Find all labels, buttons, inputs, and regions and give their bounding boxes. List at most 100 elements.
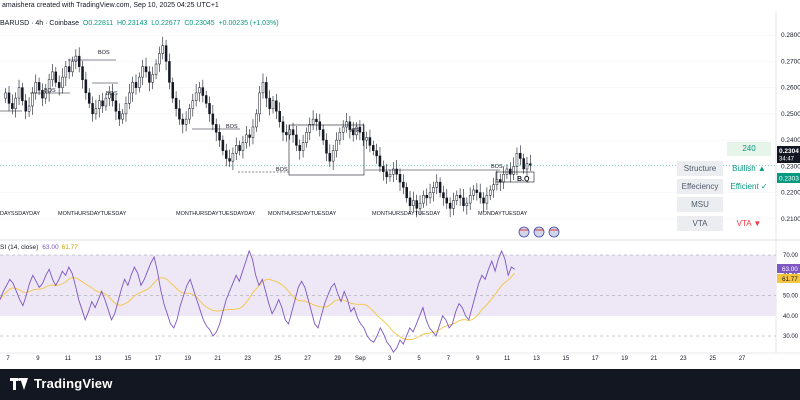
vta-label[interactable]: VTA <box>677 216 723 231</box>
candle-up <box>258 92 261 115</box>
rsi-tick-label: 40.00 <box>783 314 799 320</box>
candle-up <box>151 74 154 83</box>
candle-down <box>405 187 408 199</box>
rsi-label-text: SI (14, close) <box>0 244 38 251</box>
candle-down <box>315 118 318 122</box>
candle-down <box>268 97 271 109</box>
brand-name: TradingView <box>34 376 113 391</box>
candle-down <box>295 134 298 146</box>
bq-label: B.Q <box>517 176 530 183</box>
candle-up <box>108 92 111 99</box>
day-label-3: MONTHURSDAYTUESDAYDAY <box>176 211 255 217</box>
bos-label-3: BOS <box>106 91 118 97</box>
candle-down <box>291 129 295 136</box>
structure-label[interactable]: Structure <box>677 161 723 176</box>
time-tick-label: 7 <box>447 356 451 362</box>
candle-down <box>224 150 228 159</box>
candle-down <box>358 126 362 133</box>
price-chart[interactable]: BOS BOS BOS BOS BOS BOS VTR B.Q DAYSSDAY… <box>0 0 800 369</box>
candle-up <box>31 92 34 107</box>
symbol-label[interactable]: BARUSD · 4h · Coinbase <box>0 20 79 27</box>
candle-up <box>418 202 422 209</box>
candle-down <box>398 174 402 183</box>
candle-down <box>442 192 445 199</box>
time-tick-label: 3 <box>388 356 392 362</box>
time-tick-label: 15 <box>124 356 131 362</box>
candle-down <box>325 139 328 154</box>
candle-up <box>131 82 134 94</box>
rsi-badge-2-text: 61.77 <box>782 276 798 283</box>
candle-down <box>478 192 482 199</box>
flag-icons[interactable] <box>518 226 560 238</box>
time-tick-label: 13 <box>533 356 540 362</box>
vtr-box <box>288 124 365 176</box>
candle-up <box>335 139 338 151</box>
candle-down <box>519 153 522 159</box>
attribution-text: amaishera created with TradingView.com, … <box>2 2 219 9</box>
candle-up <box>71 61 74 73</box>
candle-down <box>81 66 84 80</box>
time-tick-label: 13 <box>95 356 102 362</box>
price-tick-label: 0.2800 <box>781 32 800 39</box>
candle-down <box>482 197 485 204</box>
candle-up <box>305 132 308 143</box>
efficiency-label[interactable]: Effeciency <box>677 179 723 194</box>
candle-down <box>425 195 428 199</box>
candle-down <box>448 202 452 209</box>
candle-up <box>392 168 395 175</box>
countdown-label: 34:47 <box>779 157 795 163</box>
candle-down <box>278 111 281 122</box>
candle-up <box>311 118 315 125</box>
candle-series <box>0 36 776 218</box>
price-tick-label: 0.2700 <box>781 58 800 65</box>
candle-down <box>248 134 251 138</box>
candle-down <box>134 82 138 88</box>
other-price-label: 0.2303 <box>779 176 799 183</box>
candle-up <box>515 153 519 167</box>
msu-label[interactable]: MSU <box>677 197 723 212</box>
time-tick-label: 17 <box>592 356 599 362</box>
time-tick-label: 21 <box>651 356 658 362</box>
candle-up <box>161 45 164 54</box>
candle-down <box>77 55 81 67</box>
candle-down <box>275 100 278 112</box>
candle-up <box>488 189 492 196</box>
candle-down <box>91 103 94 115</box>
time-axis[interactable]: 7 9 11 13 15 17 19 21 23 25 27 29 Sep 3 5 7 9 11 13 15 17 19 2… <box>6 356 746 362</box>
us-flag-icon-3[interactable] <box>548 226 560 238</box>
rsi-tick-label: 50.00 <box>783 294 799 300</box>
candle-down <box>87 92 91 104</box>
candle-down <box>171 82 175 99</box>
price-tick-label: 0.2200 <box>781 190 800 197</box>
rsi-badge-1-text: 63.00 <box>782 266 798 273</box>
tradingview-logo[interactable]: TradingView <box>10 376 113 391</box>
price-axis[interactable]: 0.2800 0.2700 0.2600 0.2500 0.2400 0.2300 0.22… <box>781 32 800 223</box>
candle-down <box>181 118 185 125</box>
high-value: H0.23143 <box>117 20 148 27</box>
candle-up <box>188 108 191 120</box>
price-tick-label: 0.2400 <box>781 137 800 144</box>
bq-box <box>495 171 535 183</box>
candle-down <box>372 145 375 151</box>
ohlc-legend[interactable]: BARUSD · 4h · Coinbase O0.22811 H0.23143… <box>0 20 279 27</box>
us-flag-icon-1[interactable] <box>518 226 530 238</box>
candle-down <box>265 82 268 99</box>
time-tick-label: 11 <box>504 356 511 362</box>
bos-label-4: BOS <box>226 124 238 130</box>
candle-down <box>118 111 121 120</box>
candle-up <box>104 97 108 107</box>
us-flag-icon-2[interactable] <box>533 226 545 238</box>
candle-up <box>428 192 432 199</box>
time-tick-label: 15 <box>563 356 570 362</box>
vta-value: VTA ▼ <box>736 219 762 228</box>
rsi-value-2: 61.77 <box>62 244 79 251</box>
candle-up <box>124 103 128 115</box>
candle-down <box>24 100 27 112</box>
price-tick-label: 0.2100 <box>781 216 800 223</box>
time-tick-label: 11 <box>65 356 72 362</box>
candle-down <box>395 168 398 175</box>
time-tick-label: 9 <box>476 356 480 362</box>
time-tick-label: 27 <box>304 356 311 362</box>
candle-up <box>97 100 101 109</box>
time-tick-label: Sep <box>355 356 366 362</box>
